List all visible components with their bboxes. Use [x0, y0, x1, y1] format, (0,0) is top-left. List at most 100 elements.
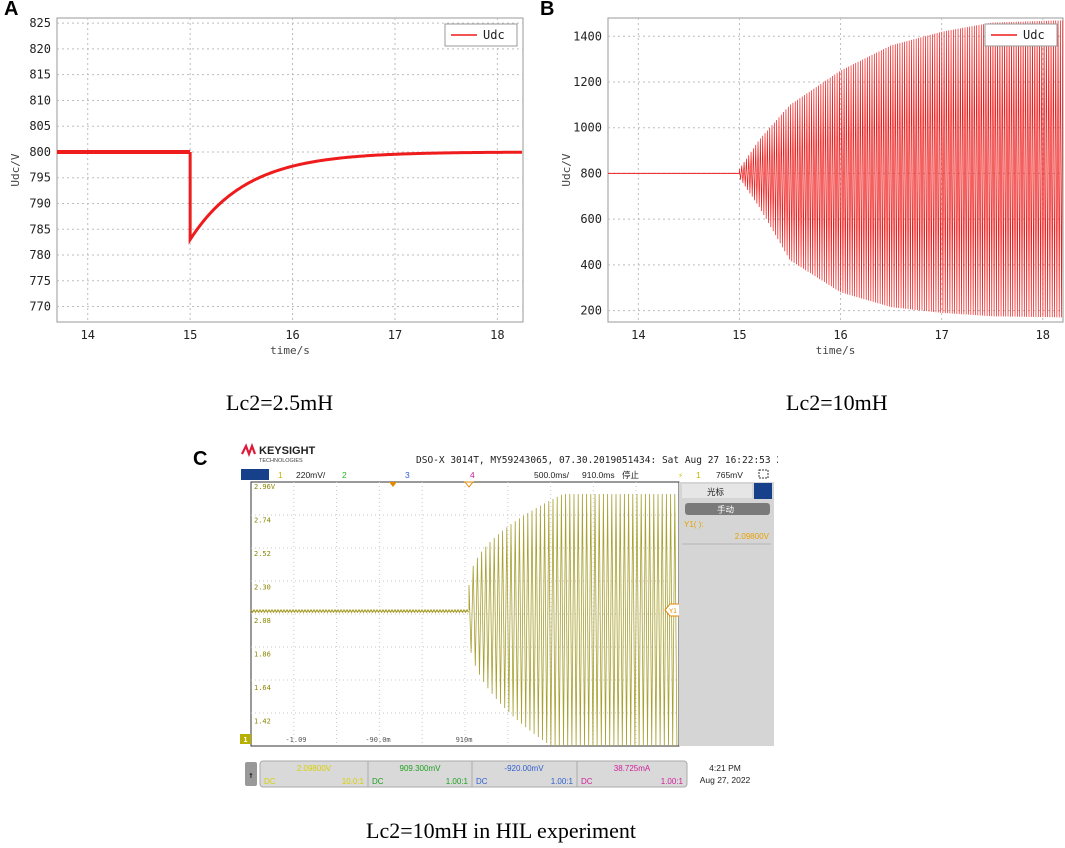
caption-a: Lc2=2.5mH: [226, 390, 334, 415]
ch1-select-button[interactable]: [241, 469, 269, 480]
y-tick-label: 800: [580, 166, 602, 180]
ch4-coupling: DC: [581, 777, 593, 786]
ch3-probe: 1.00:1: [551, 777, 574, 786]
scope-y-tick-label: 2.96V: [254, 483, 276, 491]
y-tick-label: 1400: [573, 29, 602, 43]
run-state: 停止: [622, 470, 640, 480]
y-tick-label: 825: [29, 16, 51, 30]
brand-sub: TECHNOLOGIES: [259, 458, 303, 464]
udc-recovery-line: [188, 150, 522, 245]
y-axis-label: Udc/V: [9, 153, 22, 186]
ch3-value: -920.00mV: [504, 764, 544, 773]
panel-letter-c: C: [193, 448, 208, 470]
y-tick-label: 200: [580, 304, 602, 318]
y-tick-label: 1200: [573, 75, 602, 89]
scope-x-tick-label: -90.0m: [365, 736, 390, 744]
legend-box: [444, 23, 518, 47]
ch1-number: 1: [278, 470, 283, 480]
panel-letter-a: A: [4, 0, 19, 20]
scope-x-tick-label: 910m: [456, 736, 473, 744]
ch1-info[interactable]: 2.09800V DC 10.0:1: [264, 764, 365, 786]
y-tick-label: 815: [29, 68, 51, 82]
trigger-delay-marker: [463, 481, 475, 488]
ch3-info[interactable]: -920.00mV DC 1.00:1: [476, 764, 574, 786]
cursor-menu-title[interactable]: [682, 484, 752, 498]
ch1-probe: 10.0:1: [342, 777, 365, 786]
ch2-info[interactable]: 909.300mV DC 1.00:1: [372, 764, 469, 786]
panel-letter-b: B: [540, 0, 555, 20]
trigger-edge-icon: ⚡: [678, 471, 683, 481]
y-tick-label: 805: [29, 119, 51, 133]
legend-box: [984, 23, 1058, 47]
y-tick-label: 775: [29, 274, 51, 288]
x-tick-label: 17: [934, 328, 948, 342]
ch1-ground-label: 1: [243, 736, 247, 744]
x-tick-label: 15: [732, 328, 746, 342]
x-tick-label: 15: [183, 328, 197, 342]
scope-y-tick-label: 1.86: [254, 651, 271, 659]
x-tick-label: 17: [388, 328, 402, 342]
ch3-coupling: DC: [476, 777, 488, 786]
ch2-probe: 1.00:1: [446, 777, 469, 786]
scope-y-tick-label: 1.64: [254, 684, 271, 692]
up-arrow-icon: ↑: [248, 771, 253, 781]
timebase: 500.0ms/: [534, 470, 570, 480]
y1-cursor-label: Y1: [669, 607, 677, 615]
ch1-scale: 220mV/: [296, 470, 326, 480]
x-axis-label: time/s: [270, 344, 310, 357]
clock-time: 4:21 PM: [709, 763, 741, 773]
scope-y-tick-label: 2.08: [254, 617, 271, 625]
legend-label: Udc: [1023, 28, 1045, 42]
scope-header: DSO-X 3014T, MY59243065, 07.30.201905143…: [416, 455, 778, 466]
x-tick-label: 14: [631, 328, 645, 342]
cursor-y1-label: Y1( ):: [684, 520, 704, 529]
x-tick-label: 16: [285, 328, 299, 342]
cursor-mode-button[interactable]: [685, 503, 770, 515]
legend-label: Udc: [483, 28, 505, 42]
cursor-panel-toggle[interactable]: [754, 483, 772, 499]
y-tick-label: 820: [29, 42, 51, 56]
delay: 910.0ms: [582, 470, 615, 480]
caption-b: Lc2=10mH: [786, 390, 888, 415]
ch4-info[interactable]: 38.725mA DC 1.00:1: [581, 764, 684, 786]
trigger-level: 765mV: [716, 470, 743, 480]
y-axis-label: Udc/V: [560, 153, 573, 186]
x-tick-label: 16: [833, 328, 847, 342]
plot-area: [56, 17, 524, 323]
y-tick-label: 800: [29, 145, 51, 159]
scope-y-tick-label: 2.52: [254, 550, 271, 558]
brand-name: KEYSIGHT: [259, 445, 316, 457]
ch1-coupling: DC: [264, 777, 276, 786]
scope-y-tick-label: 1.42: [254, 718, 271, 726]
x-axis-label: time/s: [816, 344, 856, 357]
scope-trace-oscillation: [468, 493, 678, 747]
x-tick-label: 18: [490, 328, 504, 342]
ch4-value: 38.725mA: [614, 764, 651, 773]
menu-up-button[interactable]: [245, 762, 257, 786]
y-tick-label: 400: [580, 258, 602, 272]
cursor-title: 光标: [707, 487, 725, 497]
y-tick-label: 790: [29, 196, 51, 210]
screen-mode-icon[interactable]: [758, 469, 769, 479]
scope-y-tick-label: 2.30: [254, 584, 271, 592]
ch2-label: 2: [342, 470, 347, 480]
caption-c: Lc2=10mH in HIL experiment: [366, 818, 637, 843]
trigger-time-marker: [389, 482, 397, 487]
x-tick-label: 18: [1036, 328, 1050, 342]
x-tick-label: 14: [80, 328, 94, 342]
clock-date: Aug 27, 2022: [700, 775, 751, 785]
ch2-value: 909.300mV: [400, 764, 442, 773]
y-tick-label: 1000: [573, 121, 602, 135]
scope-x-tick-label: -1.09: [285, 736, 306, 744]
ch1-ground-marker: [240, 734, 251, 744]
y-tick-label: 780: [29, 248, 51, 262]
y-tick-label: 785: [29, 222, 51, 236]
ch4-label: 4: [470, 470, 475, 480]
y-tick-label: 770: [29, 300, 51, 314]
cursor-y1-value: 2.09800V: [735, 532, 770, 541]
y-tick-label: 810: [29, 93, 51, 107]
keysight-logo-icon: [241, 442, 257, 458]
chart-b: 14 15 16 17 18 200 400 600 800 1000 1200 1400 time/s…: [560, 17, 1064, 357]
ch1-value: 2.09800V: [297, 764, 332, 773]
y-tick-label: 795: [29, 171, 51, 185]
